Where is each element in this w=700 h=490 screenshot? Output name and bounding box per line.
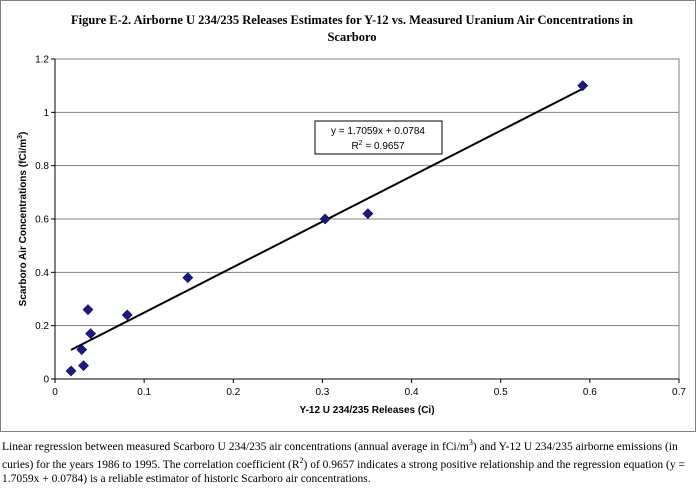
- equation-box-border: [314, 120, 443, 155]
- y-tick-label: 0: [43, 375, 49, 386]
- x-tick-label: 0.7: [672, 387, 686, 398]
- gridlines: [55, 111, 679, 327]
- x-tick-label: 0.5: [494, 387, 508, 398]
- figure-caption: Linear regression between measured Scarb…: [2, 436, 696, 486]
- y-tick-label: 0.4: [35, 268, 49, 279]
- x-tick-label: 0.3: [315, 387, 329, 398]
- caption-part2: ) and Y-12 U 234/235 airborne emissions …: [2, 440, 678, 471]
- x-tick-label: 0.4: [405, 387, 419, 398]
- y-tick-label: 0.6: [35, 215, 49, 226]
- y-tick-label: 1.2: [35, 55, 49, 66]
- regression-equation: y = 1.7059x + 0.0784: [331, 126, 425, 137]
- r-squared-label: R2 = 0.9657: [351, 140, 405, 152]
- y-tick-label: 0.8: [35, 161, 49, 172]
- y-tick-label: 0.2: [35, 321, 49, 332]
- data-point-marker: [65, 365, 77, 377]
- caption-part1: Linear regression between measured Scarb…: [2, 440, 469, 453]
- y-tick-label: 1: [43, 108, 49, 119]
- caption-part3: ) of 0.9657 indicates a strong positive …: [2, 458, 685, 485]
- y-axis-title: Scarboro Air Concentrations (fCi/m3): [17, 132, 29, 307]
- data-point-marker: [577, 80, 589, 92]
- data-point-marker: [82, 304, 94, 316]
- x-tick-label: 0: [52, 387, 58, 398]
- chart-title-line2: Scarboro: [327, 30, 376, 44]
- x-tick-label: 0.6: [583, 387, 597, 398]
- x-tick-label: 0.1: [137, 387, 151, 398]
- caption-sup2: 2: [299, 455, 304, 465]
- data-point-marker: [182, 272, 194, 284]
- data-point-marker: [121, 309, 133, 321]
- equation-box: y = 1.7059x + 0.0784 R2 = 0.9657: [314, 120, 443, 155]
- x-tick-label: 0.2: [226, 387, 240, 398]
- data-point-marker: [362, 208, 374, 220]
- caption-sup1: 3: [468, 438, 473, 447]
- axes: 0 0.2 0.4 0.6 0.8 1 1.2 0 0.1 0.2 0.3 0.4 0.5 0.6 0.7: [35, 55, 686, 399]
- scatter-chart: Figure E-2. Airborne U 234/235 Releases …: [17, 13, 686, 416]
- data-point-marker: [78, 360, 89, 372]
- data-point-marker: [85, 328, 97, 340]
- x-axis-title: Y-12 U 234/235 Releases (Ci): [299, 405, 434, 416]
- data-points: [65, 80, 589, 377]
- chart-title-line1: Figure E-2. Airborne U 234/235 Releases …: [71, 13, 633, 27]
- data-point-marker: [76, 344, 88, 356]
- data-point-marker: [319, 213, 331, 225]
